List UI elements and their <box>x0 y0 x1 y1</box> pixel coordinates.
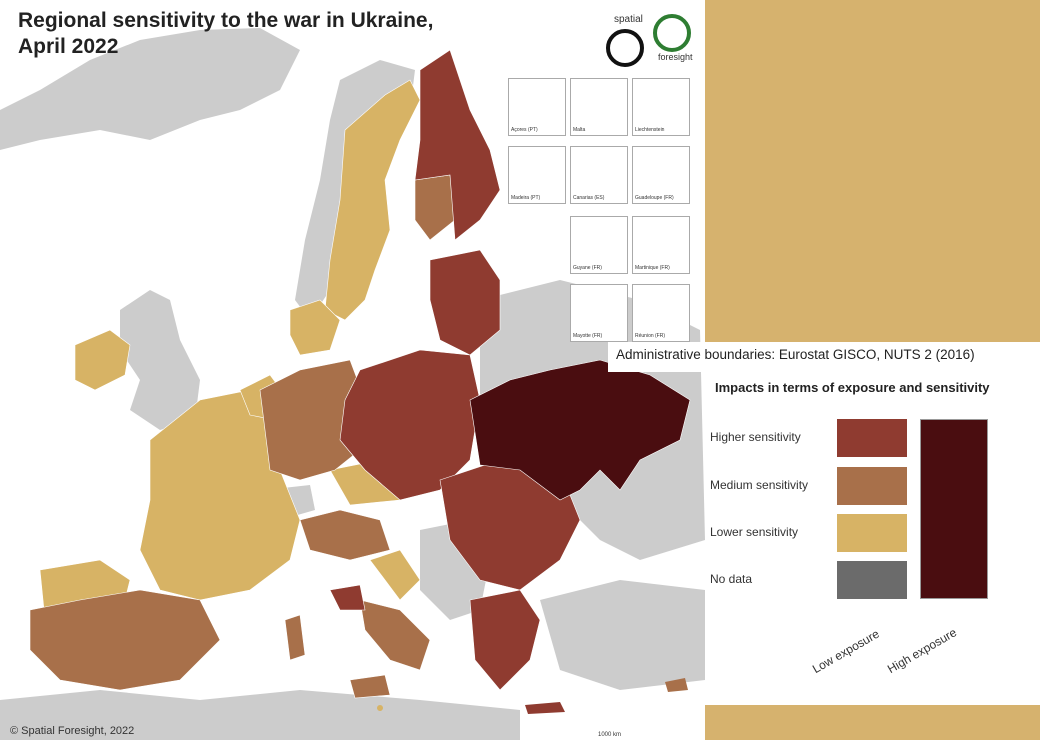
grey-africa <box>0 690 520 740</box>
region-sardinia-medium <box>284 614 306 661</box>
legend-axis-low-exposure: Low exposure <box>810 626 882 677</box>
grey-turkey <box>540 580 705 690</box>
inset-canarias: Canarias (ES) <box>570 146 628 204</box>
region-scandinavia-lower <box>324 79 421 321</box>
inset-reunion: Réunion (FR) <box>632 284 690 342</box>
legend-label-medium: Medium sensitivity <box>710 478 809 492</box>
inset-guadeloupe: Guadeloupe (FR) <box>632 146 690 204</box>
inset-mayotte: Mayotte (FR) <box>570 284 628 342</box>
copyright: © Spatial Foresight, 2022 <box>10 725 135 737</box>
region-germany-medium <box>259 359 366 481</box>
region-denmark-lower <box>289 299 341 356</box>
inset-guyane: Guyane (FR) <box>570 216 628 274</box>
region-central-east-higher <box>339 349 481 501</box>
region-finland-higher <box>414 49 501 241</box>
grey-land-north <box>0 28 300 150</box>
scale-bar: 1000 km <box>598 732 622 738</box>
region-crete-higher <box>525 702 565 714</box>
region-italy-north-medium <box>299 509 391 561</box>
legend-swatch-lower <box>837 514 907 552</box>
legend-swatch-high-exposure <box>920 419 988 599</box>
region-cyprus <box>665 678 688 692</box>
region-sicily-medium <box>349 674 391 699</box>
title-line-2: April 2022 <box>18 35 119 58</box>
logo-word-spatial: spatial <box>614 14 643 25</box>
region-italy-south-medium <box>359 599 431 671</box>
legend: Impacts in terms of exposure and sensiti… <box>705 372 1040 705</box>
legend-label-nodata: No data <box>710 572 753 586</box>
region-ireland-lower <box>74 329 131 391</box>
legend-axis-high-exposure: High exposure <box>885 625 960 677</box>
inset-martinique: Martinique (FR) <box>632 216 690 274</box>
legend-label-higher: Higher sensitivity <box>710 430 801 444</box>
inset-madeira: Madeira (PT) <box>508 146 566 204</box>
legend-title: Impacts in terms of exposure and sensiti… <box>715 380 990 395</box>
logo-word-foresight: foresight <box>658 52 693 62</box>
region-iberia-medium <box>29 589 221 691</box>
logo-circles-icon <box>606 14 691 67</box>
legend-swatch-higher <box>837 419 907 457</box>
source-note: Administrative boundaries: Eurostat GISC… <box>608 342 1040 372</box>
inset-acores: Açores (PT) <box>508 78 566 136</box>
legend-swatch-medium <box>837 467 907 505</box>
grey-uk <box>120 290 200 430</box>
map-panel: Regional sensitivity to the war in Ukrai… <box>0 8 705 740</box>
spatial-foresight-logo: spatial foresight <box>600 8 700 68</box>
region-greece-higher <box>469 589 541 691</box>
title-line-1: Regional sensitivity to the war in Ukrai… <box>18 9 434 32</box>
region-italy-higher <box>329 584 366 611</box>
legend-label-lower: Lower sensitivity <box>710 525 799 539</box>
legend-swatch-nodata <box>837 561 907 599</box>
tan-panel-bottom <box>705 705 1040 740</box>
map-title: Regional sensitivity to the war in Ukrai… <box>18 8 498 60</box>
region-ukraine-high-exposure <box>469 359 691 501</box>
tan-panel-top <box>705 0 1040 342</box>
inset-malta: Malta <box>570 78 628 136</box>
region-croatia-lower <box>369 549 421 601</box>
inset-liechtenstein: Liechtenstein <box>632 78 690 136</box>
region-baltics-higher <box>429 249 501 356</box>
